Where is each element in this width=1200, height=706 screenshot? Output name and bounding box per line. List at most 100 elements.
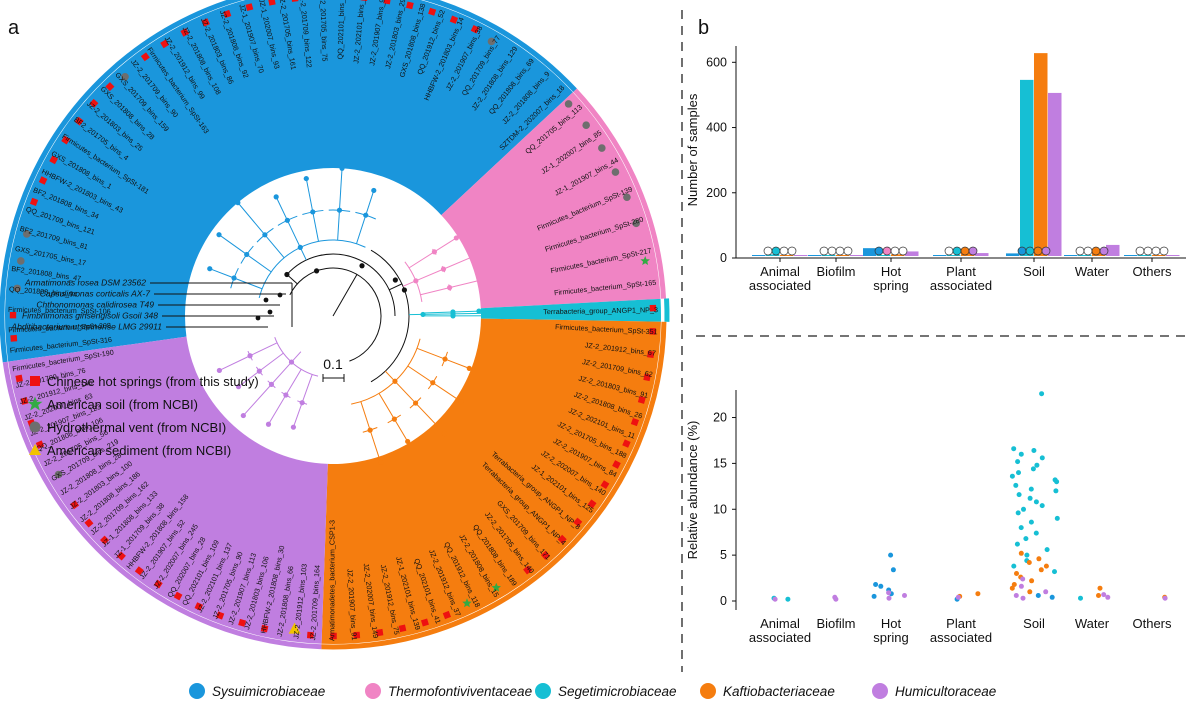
family-presence-marker	[898, 246, 908, 256]
hot-spring-marker	[70, 500, 80, 510]
branch-ray	[268, 394, 287, 425]
hot-spring-marker	[38, 176, 48, 185]
bar	[836, 255, 850, 256]
family-band	[573, 88, 667, 299]
branch-arc	[286, 253, 396, 317]
scale-bar: 0.1	[322, 356, 345, 382]
hot-spring-marker	[134, 566, 144, 576]
scatter-point	[1039, 391, 1045, 397]
scatter-point	[1011, 446, 1017, 452]
family-wedge	[480, 298, 661, 322]
bar	[1124, 255, 1138, 256]
bar	[1006, 253, 1020, 256]
support-node	[430, 380, 436, 386]
branch-ray	[360, 401, 371, 431]
branch-ray	[218, 234, 247, 255]
hot-spring-marker	[649, 328, 656, 335]
bar	[877, 255, 891, 256]
scatter-point	[1162, 595, 1168, 601]
leaf-label: Terrabacteria_group_ANGP1_NP_3	[543, 305, 658, 316]
bar	[766, 254, 780, 256]
soil-marker	[491, 582, 501, 592]
support-node	[487, 275, 494, 281]
bar	[1152, 255, 1166, 256]
family-presence-marker	[1159, 246, 1169, 256]
support-node	[450, 313, 456, 319]
bar	[1064, 255, 1078, 256]
hot-spring-marker	[353, 631, 361, 639]
bar	[947, 255, 961, 256]
family-presence-marker	[890, 246, 900, 256]
hot-spring-marker	[49, 155, 59, 165]
scatter-point	[1038, 567, 1044, 573]
hot-spring-marker	[15, 374, 23, 383]
bar	[933, 255, 947, 256]
family-legend-label: Sysuimicrobiaceae	[212, 684, 325, 699]
vent-marker	[23, 230, 31, 238]
hot-spring-marker	[100, 535, 110, 545]
scatter-point	[873, 582, 879, 587]
legend-label-hydrothermal-vent: Hydrothermal vent (from NCBI)	[47, 420, 226, 435]
branch-ray	[416, 347, 446, 360]
support-node	[216, 367, 222, 374]
scatter-point	[1016, 470, 1021, 476]
soil-marker	[640, 256, 650, 265]
bar	[905, 251, 919, 256]
branch-ray	[356, 215, 367, 244]
family-presence-marker	[1017, 246, 1027, 256]
hot-spring-marker	[223, 9, 232, 19]
hot-spring-marker	[376, 628, 384, 637]
bar-category-label: spring	[873, 278, 908, 293]
family-presence-marker	[843, 246, 853, 256]
scatter-point	[833, 596, 839, 602]
legend-label-american-soil: American soil (from NCBI)	[47, 397, 198, 412]
support-node	[277, 292, 283, 298]
branch-ray	[407, 365, 434, 384]
scatter-point	[955, 594, 961, 600]
branch-ray	[338, 168, 343, 211]
support-node	[363, 212, 369, 218]
support-node	[339, 165, 345, 171]
family-wedge	[441, 92, 661, 309]
scatter-point	[1013, 593, 1019, 598]
family-wedge	[8, 336, 328, 644]
scatter-y-axis-label: Relative abundance (%)	[685, 421, 700, 560]
square-marker-icon	[30, 376, 40, 386]
branch-ray	[264, 234, 285, 259]
hot-spring-marker	[330, 632, 337, 640]
support-node	[492, 313, 498, 319]
support-node	[391, 416, 397, 422]
branch-ray	[365, 190, 375, 216]
support-node	[290, 424, 297, 430]
branch-ray	[378, 393, 395, 420]
bar	[891, 254, 905, 256]
hot-spring-marker	[573, 517, 583, 527]
scatter-point	[1053, 488, 1059, 494]
hot-spring-marker	[238, 618, 247, 627]
support-node	[371, 187, 377, 194]
branch-ray	[209, 268, 235, 279]
legend-hot-springs: Chinese hot springs (from this study)	[30, 374, 259, 389]
scatter-point	[1009, 585, 1015, 591]
support-node	[431, 249, 437, 255]
branch-ray	[285, 368, 302, 396]
family-wedge	[321, 318, 661, 644]
scatter-point	[1105, 594, 1111, 600]
branch-ray	[408, 251, 435, 269]
branch-ray	[449, 277, 491, 289]
family-legend-item: Sysuimicrobiaceae	[189, 683, 325, 699]
bar	[1078, 255, 1092, 256]
legend-american-sediment: American sediment (from NCBI)	[29, 443, 231, 458]
hot-spring-marker	[470, 24, 480, 34]
hot-spring-marker	[630, 417, 640, 427]
family-legend-label: Kaftiobacteriaceae	[723, 684, 835, 699]
vent-marker	[564, 100, 573, 108]
hot-spring-marker	[523, 565, 533, 575]
scatter-category-label: Biofilm	[816, 616, 855, 631]
support-node	[367, 427, 373, 433]
family-wedges	[5, 0, 661, 644]
hot-spring-marker	[649, 304, 657, 312]
branch-ray	[420, 287, 450, 296]
scatter-y-ticks: 0 5 10 15 20	[713, 411, 736, 608]
scatter-point	[1049, 594, 1055, 600]
